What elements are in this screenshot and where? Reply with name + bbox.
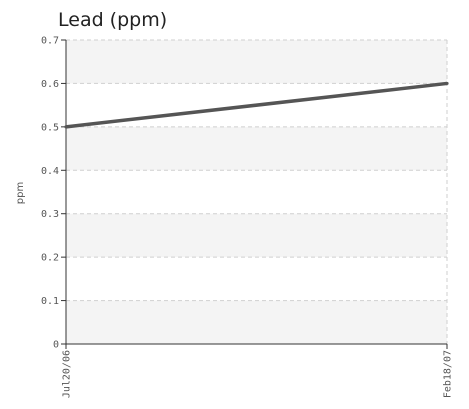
y-tick-label: 0.5 <box>41 122 59 133</box>
y-tick-label: 0.4 <box>41 166 59 177</box>
background-bands <box>66 40 447 344</box>
chart-title: Lead (ppm) <box>58 9 167 31</box>
background-band <box>66 126 447 171</box>
background-band <box>66 213 447 258</box>
y-tick-label: 0.3 <box>41 209 59 220</box>
y-tick-label: 0.6 <box>41 79 59 90</box>
y-tick-label: 0.1 <box>41 296 59 307</box>
data-series <box>64 81 449 129</box>
y-tick-label: 0.7 <box>41 36 59 47</box>
background-band <box>66 300 447 344</box>
tick-labels: 0 0.1 0.2 0.3 0.4 0.5 0.6 0.7 Jul20/06 Feb18/07 <box>41 36 454 399</box>
axes <box>61 39 448 349</box>
gridlines <box>65 39 448 344</box>
y-tick-label: 0 <box>53 340 59 351</box>
y-tick-label: 0.2 <box>41 253 59 264</box>
background-band <box>66 40 447 84</box>
data-point <box>64 125 68 129</box>
y-axis-label: ppm <box>15 182 26 204</box>
x-tick-label: Jul20/06 <box>62 350 73 398</box>
x-tick-label: Feb18/07 <box>443 350 454 398</box>
data-point <box>445 81 449 86</box>
series-line <box>65 81 448 129</box>
